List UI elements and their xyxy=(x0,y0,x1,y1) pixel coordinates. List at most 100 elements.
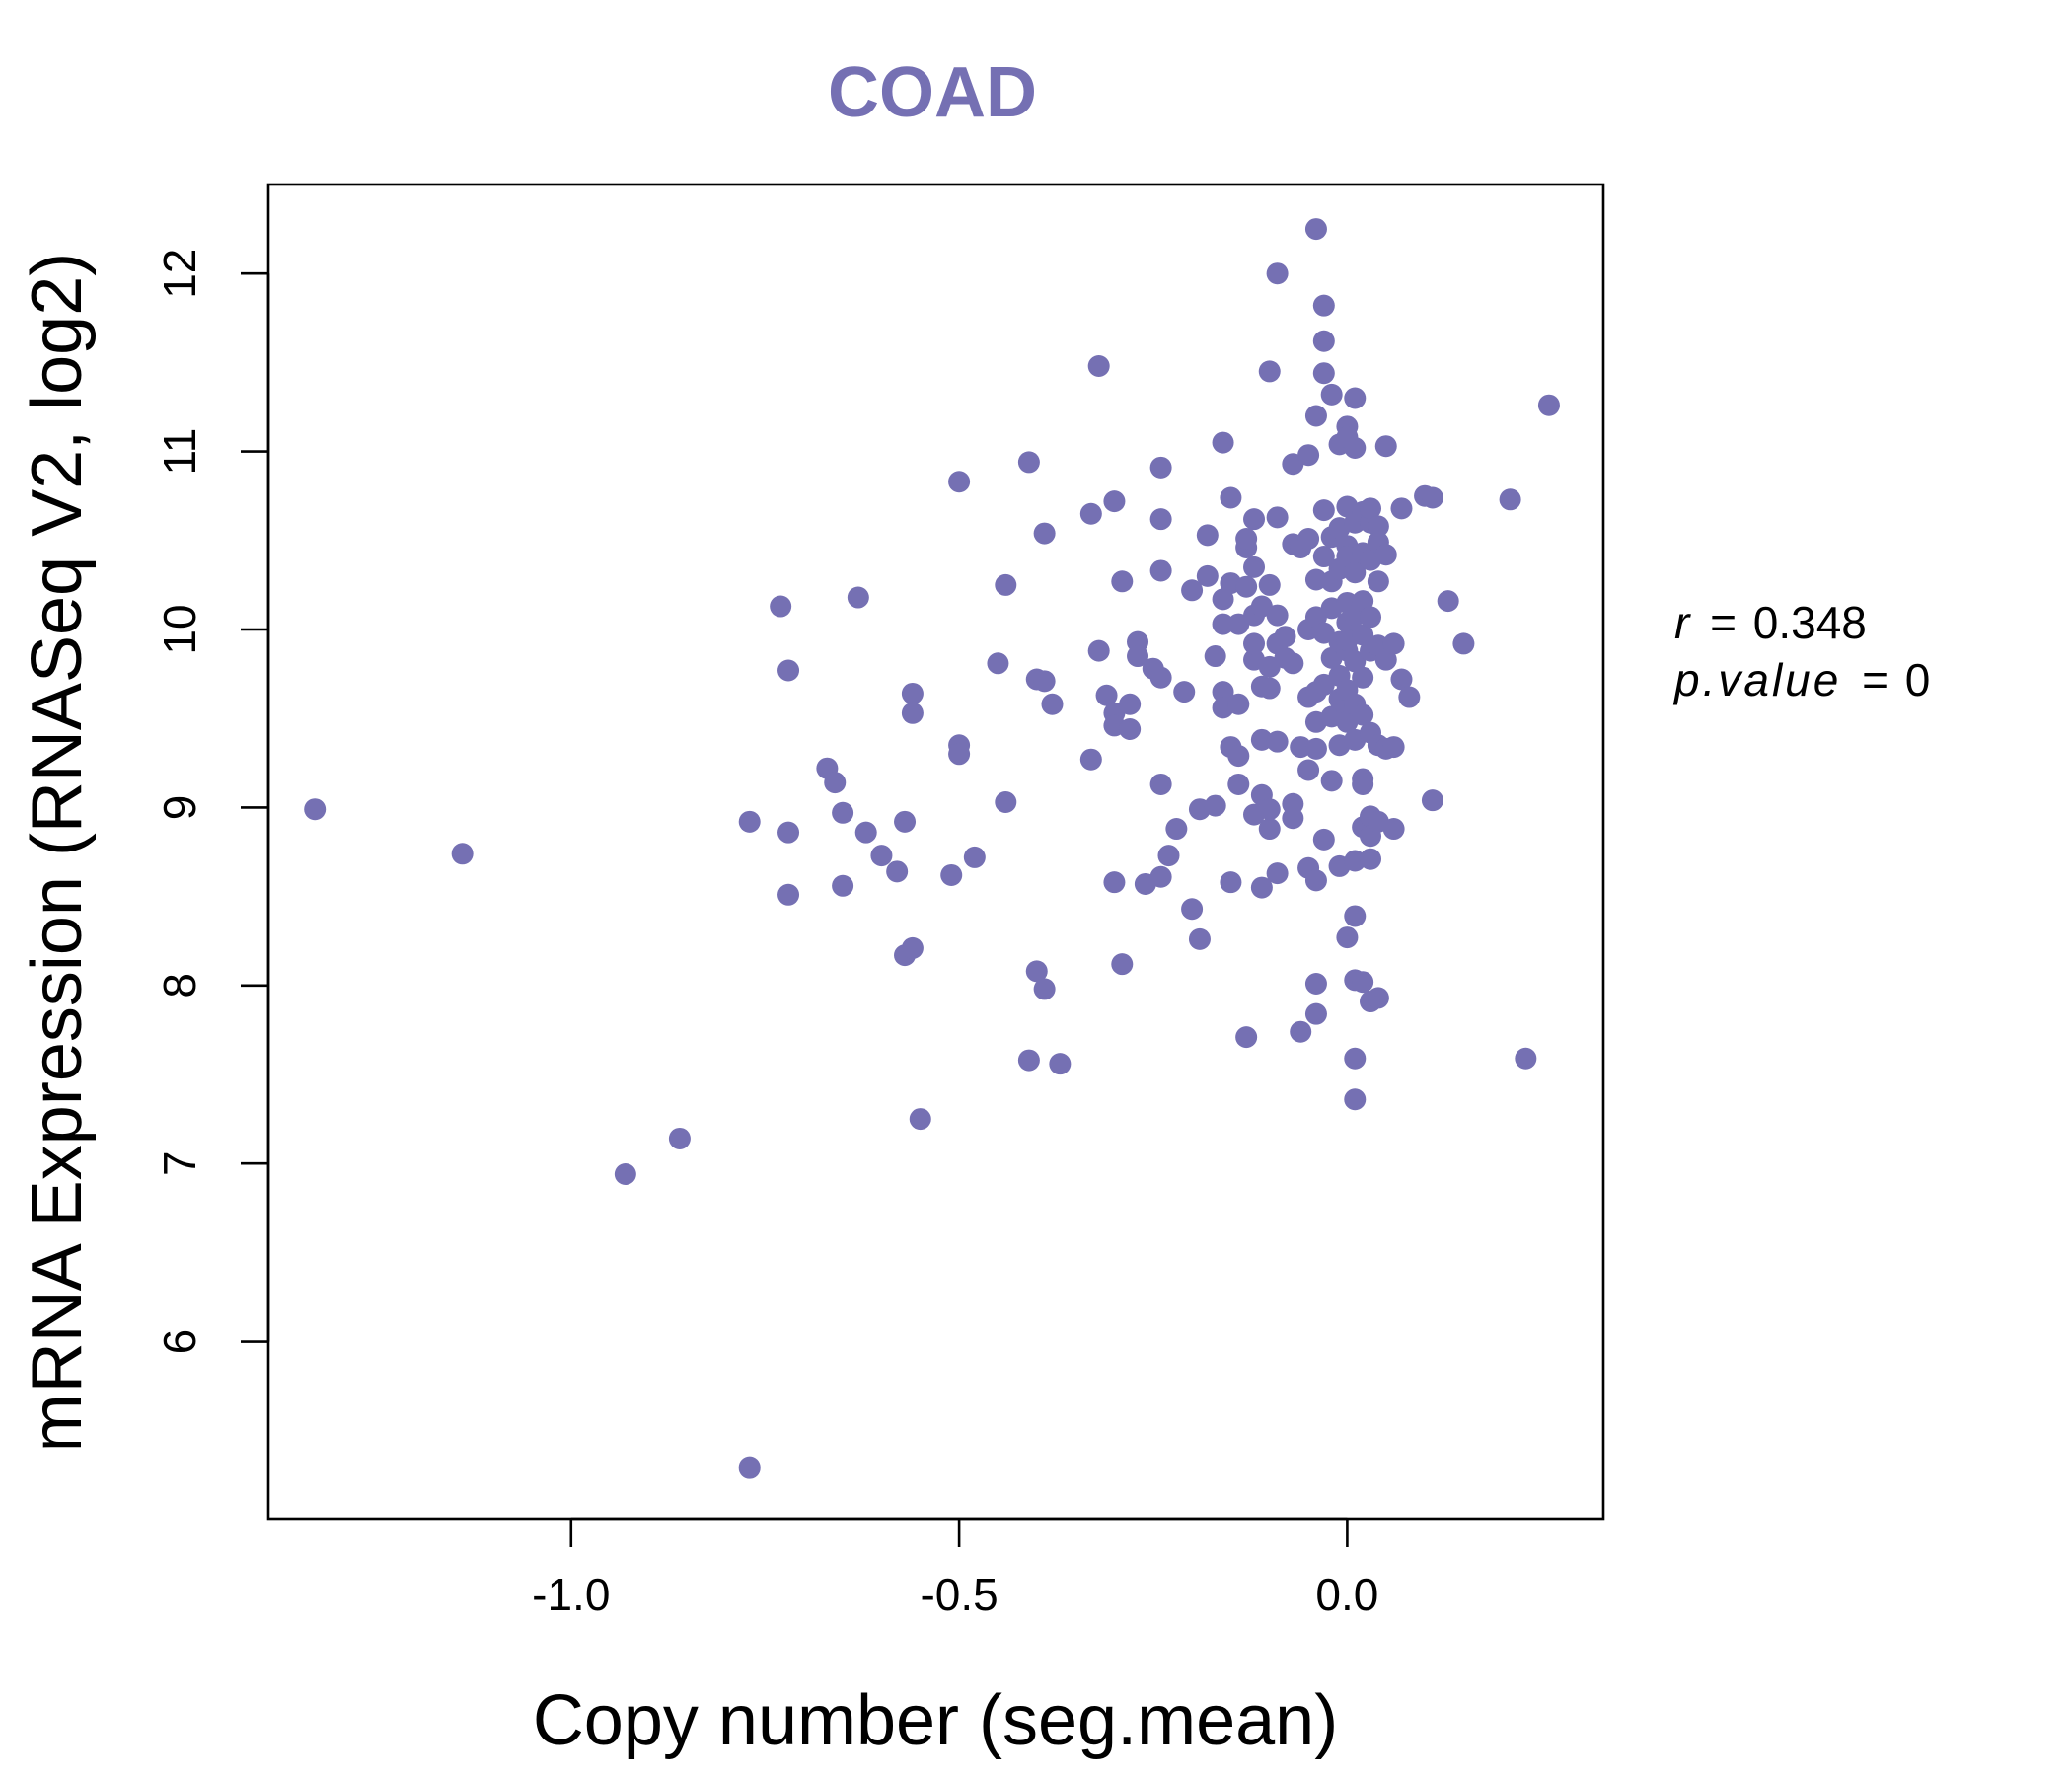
x-axis-title: Copy number (seg.mean) xyxy=(533,1681,1338,1760)
data-point xyxy=(451,843,474,865)
y-tick-label: 8 xyxy=(154,973,205,999)
data-point xyxy=(1033,978,1056,1000)
data-point xyxy=(854,821,877,844)
y-tick-label: 7 xyxy=(154,1150,205,1176)
data-point xyxy=(1095,684,1118,706)
data-point xyxy=(1173,681,1196,703)
x-tick-label: -0.5 xyxy=(920,1569,998,1620)
data-point xyxy=(940,863,963,886)
data-point xyxy=(1165,818,1188,841)
data-point xyxy=(1304,405,1327,427)
data-point xyxy=(1304,737,1327,760)
data-point xyxy=(1243,632,1266,655)
data-point xyxy=(1452,632,1475,655)
data-point xyxy=(1235,527,1258,550)
data-point xyxy=(1352,703,1374,726)
data-point xyxy=(1304,869,1327,892)
y-tick-label: 10 xyxy=(154,604,205,654)
data-point xyxy=(1374,435,1397,458)
data-point xyxy=(738,810,761,833)
data-point xyxy=(1017,1049,1040,1072)
data-point xyxy=(1204,645,1226,668)
data-point xyxy=(832,801,854,824)
x-tick-label: 0.0 xyxy=(1315,1569,1378,1620)
data-point xyxy=(1352,773,1374,795)
data-point xyxy=(1250,876,1273,899)
data-point xyxy=(1149,865,1172,888)
data-point xyxy=(995,573,1017,596)
data-point xyxy=(1127,645,1149,668)
data-point xyxy=(1017,451,1040,474)
y-axis-title: mRNA Expression (RNASeq V2, log2) xyxy=(18,253,97,1452)
data-point xyxy=(1336,926,1359,949)
data-point xyxy=(1079,748,1102,771)
data-point xyxy=(1367,570,1389,593)
data-point xyxy=(1344,905,1367,927)
y-axis: 6 7 8 9 10 11 12 xyxy=(154,249,270,1355)
data-point xyxy=(1119,693,1142,715)
data-point xyxy=(870,845,893,867)
data-point xyxy=(1079,502,1102,525)
data-points xyxy=(304,218,1560,1479)
data-point xyxy=(824,772,847,794)
data-point xyxy=(1374,544,1397,566)
data-point xyxy=(995,790,1017,813)
data-point xyxy=(1181,898,1204,921)
data-point xyxy=(304,798,327,821)
data-point xyxy=(1304,972,1327,995)
p-equals: = xyxy=(1862,654,1888,705)
p-label: p.value xyxy=(1672,654,1841,705)
data-point xyxy=(1266,862,1289,885)
r-label: r xyxy=(1674,597,1691,648)
data-point xyxy=(770,595,792,618)
data-point xyxy=(1103,871,1126,894)
data-point xyxy=(1297,759,1320,781)
data-point xyxy=(901,682,924,704)
data-point xyxy=(1304,1002,1327,1025)
data-point xyxy=(1149,666,1172,689)
data-point xyxy=(1049,1053,1072,1075)
data-point xyxy=(1344,436,1367,459)
data-point xyxy=(1157,845,1180,867)
data-point xyxy=(1025,960,1048,983)
data-point xyxy=(1033,522,1056,545)
data-point xyxy=(1033,670,1056,693)
r-value: 0.348 xyxy=(1753,597,1867,648)
data-point xyxy=(1212,431,1234,454)
data-point xyxy=(1437,590,1459,613)
data-point xyxy=(1220,871,1242,894)
data-point xyxy=(1266,730,1289,753)
data-point xyxy=(1382,818,1405,841)
data-point xyxy=(1266,262,1289,285)
data-point xyxy=(1243,555,1266,578)
data-point xyxy=(1087,639,1110,662)
data-point xyxy=(1390,668,1413,691)
data-point xyxy=(1352,666,1374,689)
data-point xyxy=(1390,497,1413,520)
data-point xyxy=(1119,718,1142,741)
y-tick-label: 12 xyxy=(154,249,205,299)
data-point xyxy=(1537,394,1560,416)
y-tick-label: 6 xyxy=(154,1329,205,1355)
data-point xyxy=(1227,773,1250,795)
data-point xyxy=(1499,488,1521,511)
data-point xyxy=(894,810,917,833)
data-point xyxy=(901,702,924,724)
data-point xyxy=(1235,1026,1258,1049)
y-tick-label: 9 xyxy=(154,795,205,821)
data-point xyxy=(1344,1047,1367,1070)
data-point xyxy=(948,743,971,766)
data-point xyxy=(1204,794,1226,817)
data-point xyxy=(1344,561,1367,584)
r-statistic: r = 0.348 xyxy=(1674,597,1867,648)
r-equals: = xyxy=(1710,597,1737,648)
data-point xyxy=(1227,693,1250,715)
data-point xyxy=(1421,789,1443,812)
data-point xyxy=(1266,506,1289,529)
data-point xyxy=(832,874,854,897)
data-point xyxy=(1274,626,1296,648)
data-point xyxy=(777,659,800,682)
data-point xyxy=(1196,524,1219,547)
data-point xyxy=(1382,632,1405,655)
